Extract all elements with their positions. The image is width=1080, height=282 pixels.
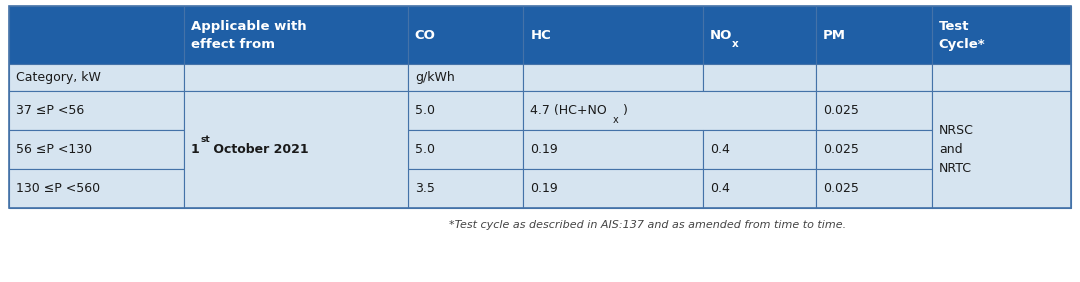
Bar [816,64,932,91]
Text: 130 ≤P <560: 130 ≤P <560 [16,182,100,195]
Text: PM: PM [823,28,846,41]
Text: 37 ≤P <56: 37 ≤P <56 [16,104,84,117]
Bar [408,169,524,208]
Bar [524,169,703,208]
Bar [524,64,703,91]
Bar [9,6,1071,208]
Text: 5.0: 5.0 [415,143,435,156]
Bar [524,91,816,130]
Bar [524,6,703,64]
Text: October 2021: October 2021 [208,143,308,156]
Bar [408,64,524,91]
Bar [703,169,816,208]
Bar [932,64,1071,91]
Bar [408,130,524,169]
Bar [816,6,932,64]
Text: NO: NO [710,28,732,41]
Text: Applicable with
effect from: Applicable with effect from [191,19,307,50]
Bar [408,6,524,64]
Text: ): ) [623,104,629,117]
Bar [9,169,184,208]
Bar [816,130,932,169]
Text: 1: 1 [191,143,200,156]
Text: 4.7 (HC+NO: 4.7 (HC+NO [530,104,607,117]
Bar [703,6,816,64]
Text: Test
Cycle*: Test Cycle* [939,19,985,50]
Text: 0.025: 0.025 [823,182,859,195]
Bar [9,91,184,130]
Text: 0.19: 0.19 [530,182,558,195]
Bar [184,6,408,64]
Bar [9,130,184,169]
Bar [524,130,703,169]
Text: x: x [732,39,739,49]
Text: Category, kW: Category, kW [16,71,100,84]
Text: st: st [201,135,211,144]
Text: 56 ≤P <130: 56 ≤P <130 [16,143,92,156]
Bar [703,64,816,91]
Bar [184,64,408,91]
Text: HC: HC [530,28,551,41]
Bar [184,91,408,208]
Text: CO: CO [415,28,435,41]
Text: 3.5: 3.5 [415,182,435,195]
Text: *Test cycle as described in AIS:137 and as amended from time to time.: *Test cycle as described in AIS:137 and … [449,220,847,230]
Bar [816,91,932,130]
Text: 0.025: 0.025 [823,104,859,117]
Bar [932,6,1071,64]
Text: 5.0: 5.0 [415,104,435,117]
Text: 0.4: 0.4 [710,182,730,195]
Bar [408,91,524,130]
Bar [703,130,816,169]
Text: 0.19: 0.19 [530,143,558,156]
Bar [9,6,184,64]
Text: x: x [612,114,618,124]
Text: 0.4: 0.4 [710,143,730,156]
Bar [932,91,1071,208]
Bar [816,169,932,208]
Text: g/kWh: g/kWh [415,71,455,84]
Bar [9,64,184,91]
Text: 0.025: 0.025 [823,143,859,156]
Text: NRSC
and
NRTC: NRSC and NRTC [939,124,974,175]
